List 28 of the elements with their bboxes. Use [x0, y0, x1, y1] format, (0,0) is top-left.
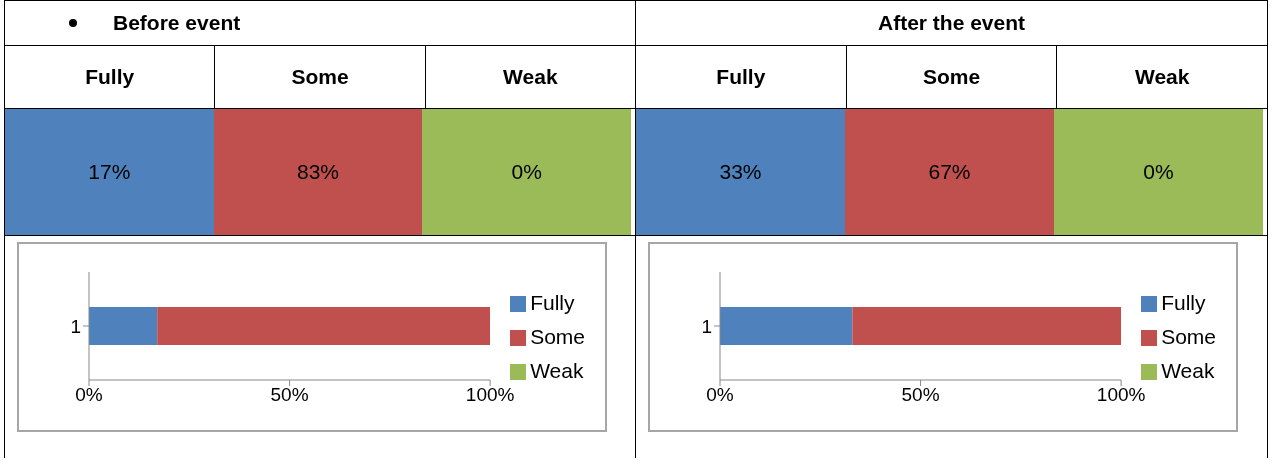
legend-label: Fully: [1161, 291, 1206, 314]
legend-label: Some: [1161, 325, 1216, 348]
y-tick-label: 1: [70, 315, 81, 337]
text: 0%: [1143, 160, 1174, 184]
text: 67%: [928, 160, 971, 184]
x-tick-label: 50%: [270, 384, 309, 406]
text: Weak: [1134, 65, 1190, 88]
legend-label: Weak: [1161, 359, 1215, 382]
x-tick-label: 0%: [706, 384, 734, 406]
text: Some: [922, 65, 981, 88]
text: Weak: [503, 65, 558, 88]
x-tick-label: 50%: [901, 384, 940, 406]
chart-title: Before event: [113, 11, 241, 35]
legend-label: Weak: [530, 359, 584, 382]
x-tick-label: 0%: [75, 384, 103, 406]
text: Fully: [85, 65, 135, 88]
text: 33%: [719, 160, 762, 184]
text: 17%: [88, 160, 131, 184]
x-tick-label: 100%: [1096, 384, 1146, 406]
text: Some: [291, 65, 349, 88]
chart-title: After the event: [877, 11, 1026, 35]
legend-label: Some: [530, 325, 585, 348]
x-tick-label: 100%: [465, 384, 515, 406]
y-tick-label: 1: [701, 315, 712, 337]
legend-label: Fully: [530, 291, 575, 314]
text: 83%: [296, 160, 340, 184]
text: 0%: [511, 160, 542, 184]
text: Fully: [716, 65, 766, 88]
